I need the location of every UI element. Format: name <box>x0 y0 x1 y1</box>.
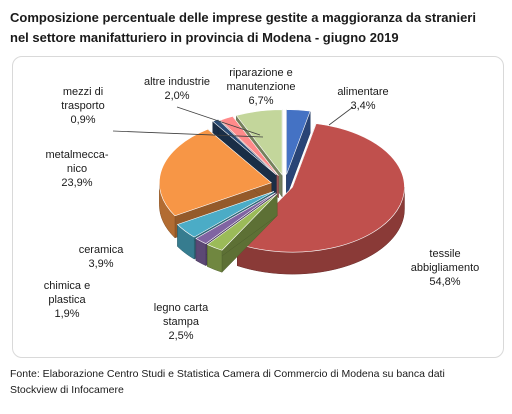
data-label-5: metalmecca-nico 23,9% <box>46 149 109 189</box>
pie-labels: alimentare 3,4% tessile abbigliamento 54,8% l… <box>44 67 479 342</box>
source-line-2: Stockview di Infocamere <box>10 384 124 396</box>
pie-slice-7-top <box>219 116 279 176</box>
pie-slice-8-top <box>235 109 283 176</box>
chart-title-line-2: nel settore manifatturiero in provincia … <box>10 30 399 45</box>
pie-slice-3-top <box>195 192 276 245</box>
data-label-7: altre industrie 2,0% <box>144 76 210 102</box>
pie-slice-5-top <box>159 128 272 217</box>
leader-line-6 <box>112 130 264 138</box>
data-label-4: ceramica 3,9% <box>79 244 125 270</box>
leader-line-0 <box>328 106 354 126</box>
data-label-2: legno carta stampa 2,5% <box>154 302 209 342</box>
pie-slice-0 <box>286 109 311 197</box>
source-note: Fonte: Elaborazione Centro Studi e Stati… <box>10 366 505 398</box>
pie-slice-6-top <box>212 119 277 176</box>
pie-slice-2-top <box>206 193 278 251</box>
pie-slice-0-top <box>286 109 311 175</box>
chart-area: alimentare 3,4% tessile abbigliamento 54,8% l… <box>12 56 504 358</box>
data-label-0: alimentare 3,4% <box>337 86 388 112</box>
source-line-1: Fonte: Elaborazione Centro Studi e Stati… <box>10 368 445 380</box>
data-label-1: tessile abbigliamento 54,8% <box>411 248 480 288</box>
data-label-8: riparazione e manutenzione 6,7% <box>226 67 295 107</box>
data-label-3: chimica e plastica 1,9% <box>44 280 90 320</box>
chart-title-line-1: Composizione percentuale delle imprese g… <box>10 10 476 25</box>
pie-slice-4-top <box>176 191 275 238</box>
leader-line-7 <box>176 106 261 136</box>
pie-slices <box>159 109 405 275</box>
data-label-6: mezzi di trasporto 0,9% <box>61 86 104 126</box>
pie-slice-2 <box>206 193 278 273</box>
pie-chart: alimentare 3,4% tessile abbigliamento 54,8% l… <box>44 67 479 342</box>
pie-slice-1-top <box>236 123 405 253</box>
chart-title: Composizione percentuale delle imprese g… <box>10 8 500 48</box>
